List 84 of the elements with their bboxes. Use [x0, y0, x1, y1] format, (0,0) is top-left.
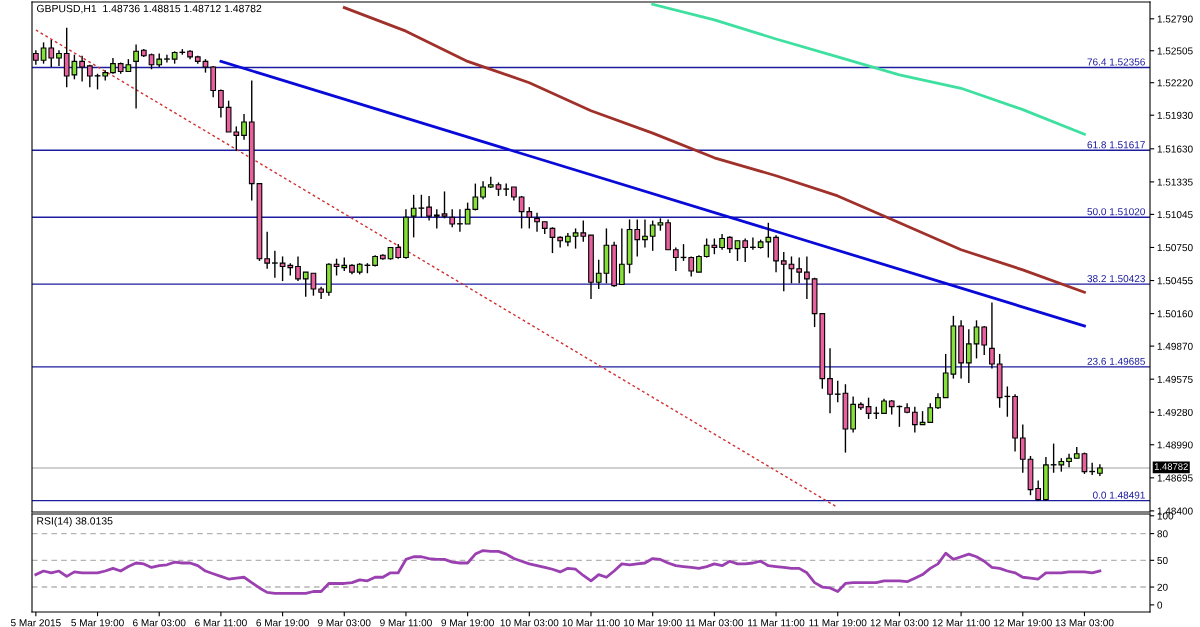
candlestick: [734, 240, 741, 262]
ref-line-label: 76.4 1.52356: [1087, 58, 1145, 66]
candlestick: [981, 325, 988, 356]
ref-line-label: 61.8 1.51617: [1087, 141, 1145, 149]
ref-line-label: 0.0 1.48491: [1092, 491, 1145, 499]
x-tick-label: 12 Mar 03:00: [870, 619, 929, 627]
y-tick-label: 1.52505: [1157, 47, 1193, 55]
candlestick: [911, 405, 918, 434]
x-tick-label: 13 Mar 03:00: [1055, 619, 1114, 627]
x-tick-label: 9 Mar 19:00: [441, 619, 494, 627]
candlestick: [133, 43, 139, 110]
ref-line-label: 1.48782: [1154, 463, 1188, 470]
candlestick: [672, 246, 679, 272]
x-tick-label: 6 Mar 11:00: [195, 619, 247, 627]
candlestick: [79, 55, 85, 83]
x-tick-label: 11 Mar 19:00: [809, 619, 867, 627]
y-tick-label: 1.51930: [1157, 111, 1193, 119]
y-tick-label: 1.49280: [1157, 408, 1193, 416]
candlestick: [773, 234, 779, 273]
y-tick-label: 20: [1157, 583, 1168, 591]
x-tick-label: 12 Mar 11:00: [932, 619, 990, 627]
y-tick-label: 1.52790: [1157, 15, 1193, 23]
candlestick: [973, 319, 980, 360]
x-tick-label: 10 Mar 11:00: [562, 619, 620, 627]
y-tick-label: 80: [1157, 530, 1168, 538]
x-tick-label: 11 Mar 11:00: [748, 619, 805, 627]
x-tick-label: 9 Mar 11:00: [380, 619, 432, 627]
y-tick-label: 1.50160: [1157, 310, 1193, 318]
candlestick: [426, 195, 432, 222]
x-tick-label: 10 Mar 03:00: [500, 619, 559, 627]
ref-line-label: 23.6 1.49685: [1087, 357, 1145, 365]
candlestick: [218, 88, 224, 119]
candlestick: [965, 328, 972, 384]
y-tick-label: 1.51045: [1157, 211, 1193, 219]
chart-title: GBPUSD,H1 1.48736 1.48815 1.48712 1.48782: [37, 4, 262, 14]
candlestick: [618, 227, 625, 286]
candlestick: [780, 251, 787, 292]
candlestick: [295, 255, 301, 282]
candlestick: [742, 237, 749, 263]
candlestick: [433, 208, 440, 230]
line-series: [34, 549, 1102, 595]
candlestick: [503, 182, 510, 197]
candlestick: [272, 250, 278, 279]
candlestick: [264, 231, 271, 270]
x-tick-label: 5 Mar 19:00: [71, 619, 124, 627]
candlestick: [241, 113, 247, 141]
ref-line-label: 38.2 1.50423: [1087, 275, 1145, 283]
y-tick-label: 1.48695: [1157, 474, 1193, 482]
candlestick: [441, 190, 448, 220]
x-tick-label: 6 Mar 03:00: [133, 619, 186, 627]
x-tick-label: 5 Mar 2015: [10, 619, 61, 627]
y-tick-label: 1.50750: [1157, 244, 1193, 252]
y-tick-label: 1.48990: [1157, 441, 1193, 449]
x-tick-label: 9 Mar 03:00: [318, 619, 371, 627]
y-tick-label: 1.52220: [1157, 79, 1193, 87]
candlestick: [642, 218, 648, 249]
y-tick-label: 1.49870: [1157, 342, 1193, 350]
candlestick: [1019, 423, 1026, 474]
x-tick-label: 11 Mar 03:00: [686, 619, 744, 627]
candlestick: [1066, 453, 1072, 468]
y-tick-label: 50: [1157, 556, 1168, 565]
candlestick: [804, 255, 810, 300]
candlestick: [457, 208, 463, 233]
x-tick-label: 10 Mar 19:00: [623, 619, 682, 627]
candlestick: [796, 256, 803, 285]
x-tick-label: 12 Mar 19:00: [994, 619, 1052, 627]
y-tick-label: 1.50455: [1157, 277, 1193, 285]
candlestick: [210, 65, 217, 98]
y-tick-label: 1.51335: [1157, 178, 1193, 186]
line-series: [342, 6, 1086, 294]
y-tick-label: 1.51630: [1157, 145, 1193, 153]
ref-line-label: 50.0 1.51020: [1087, 208, 1145, 216]
line-series: [651, 2, 1086, 136]
y-tick-label: 0: [1157, 601, 1163, 609]
candlestick: [534, 212, 540, 233]
candlestick: [688, 255, 695, 278]
y-tick-label: 1.49575: [1157, 375, 1193, 383]
candlestick: [1035, 479, 1042, 502]
candlestick: [56, 49, 62, 67]
candlestick: [164, 53, 170, 64]
x-tick-label: 6 Mar 19:00: [256, 619, 309, 627]
chart-title: RSI(14) 38.0135: [37, 516, 113, 527]
candlestick: [989, 301, 995, 370]
candlestick: [827, 347, 833, 415]
